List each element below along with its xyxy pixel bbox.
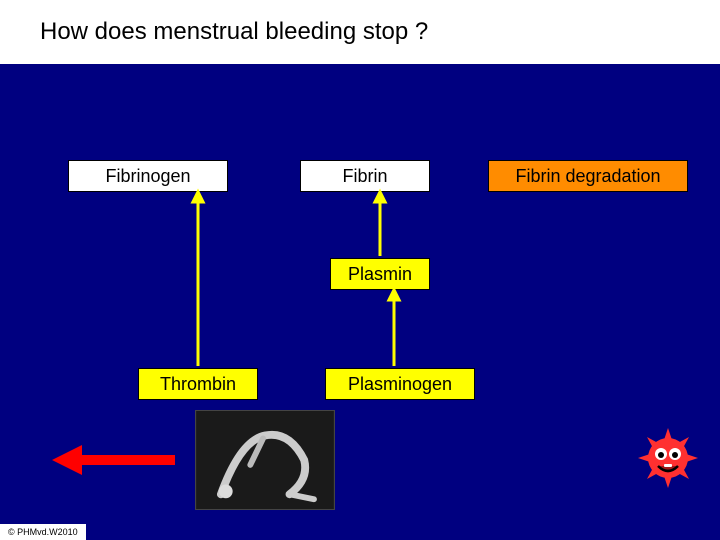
slide-title: How does menstrual bleeding stop ? xyxy=(40,18,428,46)
node-fibrin: Fibrin xyxy=(300,160,430,192)
node-fibrinogen: Fibrinogen xyxy=(68,160,228,192)
mascot-icon xyxy=(636,426,700,490)
node-label: Fibrin degradation xyxy=(515,166,660,187)
node-label: Fibrinogen xyxy=(105,166,190,187)
node-plasmin: Plasmin xyxy=(330,258,430,290)
node-label: Plasminogen xyxy=(348,374,452,395)
title-bar: How does menstrual bleeding stop ? xyxy=(0,0,720,64)
node-label: Fibrin xyxy=(342,166,387,187)
node-label: Plasmin xyxy=(348,264,412,285)
node-label: Thrombin xyxy=(160,374,236,395)
copyright-label: © PHMvd.W2010 xyxy=(0,524,86,540)
gymnast-photo xyxy=(195,410,335,510)
node-fibrin-degradation: Fibrin degradation xyxy=(488,160,688,192)
node-plasminogen: Plasminogen xyxy=(325,368,475,400)
node-thrombin: Thrombin xyxy=(138,368,258,400)
